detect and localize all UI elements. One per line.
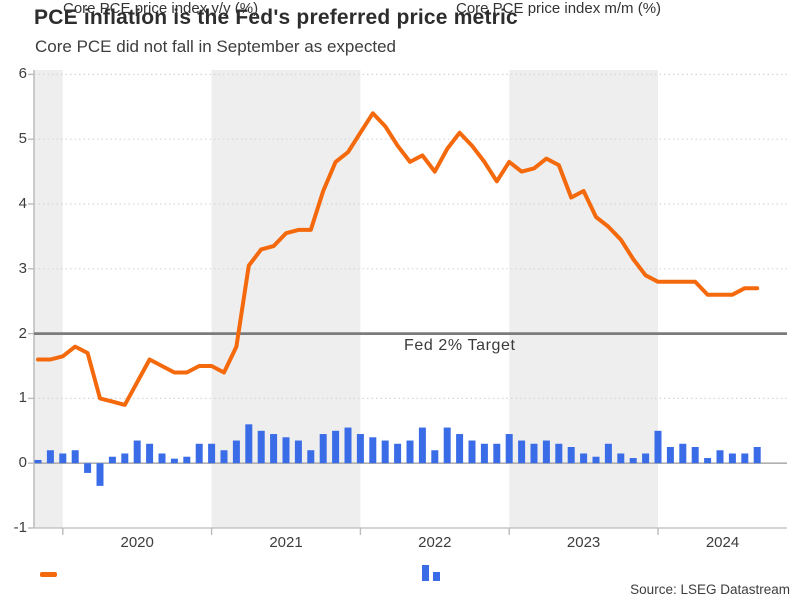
mom-bar	[456, 434, 464, 464]
mom-bar	[332, 430, 340, 464]
x-axis-label: 2020	[120, 534, 154, 551]
yoy-line-series	[36, 111, 760, 407]
x-axis-label: 2024	[705, 534, 740, 551]
y-axis-label: 4	[18, 195, 27, 212]
mom-bar	[592, 456, 600, 464]
x-axis-label: 2021	[269, 534, 303, 551]
mom-bar	[753, 447, 761, 464]
x-axis-label: 2022	[418, 534, 452, 551]
legend-yoy-line-swatch-icon	[40, 572, 57, 577]
mom-bar	[431, 450, 439, 464]
chart-title: PCE inflation is the Fed's preferred pri…	[34, 6, 518, 29]
mom-bar	[505, 434, 513, 464]
legend-mom-label: Core PCE price index m/m (%)	[456, 0, 662, 17]
mom-bar	[294, 440, 302, 464]
mom-bar	[704, 458, 712, 464]
mom-bar	[716, 450, 724, 464]
mom-bar	[406, 440, 414, 464]
y-axis-label: -1	[13, 519, 27, 536]
mom-bar	[208, 443, 216, 464]
mom-bar	[356, 434, 364, 464]
mom-bar	[319, 434, 327, 464]
mom-bar	[170, 458, 178, 464]
x-axis-label: 2023	[566, 534, 601, 551]
fed-target-label: Fed 2% Target	[404, 337, 516, 354]
mom-bar	[257, 430, 265, 464]
mom-bar	[542, 440, 550, 464]
y-axis-label: 6	[18, 65, 27, 83]
y-axis-label: 0	[18, 454, 27, 472]
mom-bar	[220, 450, 228, 464]
mom-bar	[245, 424, 253, 464]
mom-bar	[679, 443, 687, 464]
mom-bar	[108, 456, 116, 464]
mom-bar	[34, 459, 42, 464]
y-axis-label: 3	[18, 259, 27, 277]
yoy-line	[36, 111, 760, 407]
mom-bar	[530, 443, 538, 464]
legend-yoy-label: Core PCE price index y/y (%)	[63, 0, 259, 17]
mom-bar	[654, 430, 662, 464]
mom-bar	[518, 440, 526, 464]
mom-bar	[84, 463, 92, 473]
mom-bar	[307, 450, 315, 464]
mom-bar	[629, 458, 637, 464]
mom-bar	[394, 443, 402, 464]
mom-bar	[96, 463, 104, 486]
mom-bar	[369, 437, 377, 464]
mom-bar	[617, 453, 625, 464]
mom-bar	[604, 443, 612, 464]
y-axis-label: 1	[18, 389, 27, 407]
mom-bar	[183, 456, 191, 464]
mom-bar	[493, 443, 501, 464]
mom-bar	[146, 443, 154, 464]
mom-bar	[59, 453, 67, 464]
mom-bar	[642, 453, 650, 464]
mom-bar	[728, 453, 736, 464]
mom-bar	[232, 440, 240, 464]
mom-bar	[691, 447, 699, 464]
mom-bar	[480, 443, 488, 464]
mom-bar	[46, 450, 54, 464]
source-note: Source: LSEG Datastream	[630, 582, 790, 597]
mom-bar	[270, 434, 278, 464]
mom-bar	[567, 447, 575, 464]
mom-bar	[133, 440, 141, 464]
mom-bar	[443, 427, 451, 464]
mom-bar	[381, 440, 389, 464]
mom-bar-series	[34, 424, 761, 486]
mom-bar	[666, 447, 674, 464]
mom-bar	[555, 443, 563, 464]
legend-mom-bar-swatch-icon	[433, 572, 440, 581]
y-axis-label: 5	[18, 130, 27, 148]
mom-bar	[121, 453, 129, 464]
y-axis-label: 2	[18, 324, 27, 342]
alternating-year-bands	[34, 70, 658, 528]
mom-bar	[418, 427, 426, 464]
mom-bar	[344, 427, 352, 464]
chart-subtitle: Core PCE did not fall in September as ex…	[35, 37, 396, 56]
mom-bar	[580, 453, 588, 464]
mom-bar	[71, 450, 79, 464]
mom-bar	[158, 453, 166, 464]
mom-bar	[468, 440, 476, 464]
legend-mom-bar-swatch-icon	[422, 565, 429, 581]
mom-bar	[741, 453, 749, 464]
mom-bar	[282, 437, 290, 464]
mom-bar	[195, 443, 203, 464]
